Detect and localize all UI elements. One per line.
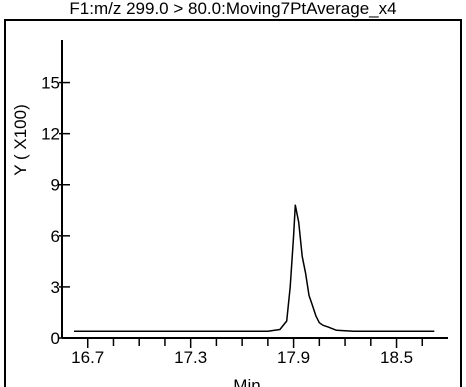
chart-title: F1:m/z 299.0 > 80.0:Moving7PtAverage_x4 bbox=[69, 0, 396, 18]
y-tick-label: 6 bbox=[51, 227, 60, 246]
x-tick-label: 16.7 bbox=[71, 348, 104, 367]
y-tick-label: 15 bbox=[41, 74, 60, 93]
x-tick-label: 18.5 bbox=[380, 348, 413, 367]
x-tick-label: 17.3 bbox=[174, 348, 207, 367]
y-tick-label: 9 bbox=[51, 176, 60, 195]
y-tick-label: 0 bbox=[51, 329, 60, 348]
x-axis-label: Min bbox=[233, 376, 260, 387]
x-ticks: 16.7 17.3 17.9 18.5 bbox=[71, 338, 424, 367]
y-tick-label: 12 bbox=[41, 125, 60, 144]
plot-frame bbox=[4, 19, 462, 387]
series-group bbox=[74, 204, 435, 332]
y-axis-label: Y ( X100) bbox=[11, 104, 30, 176]
x-tick-label: 17.9 bbox=[277, 348, 310, 367]
y-tick-label: 3 bbox=[51, 278, 60, 297]
y-ticks: 0 3 6 9 12 15 bbox=[41, 74, 70, 348]
series-line bbox=[74, 204, 435, 332]
